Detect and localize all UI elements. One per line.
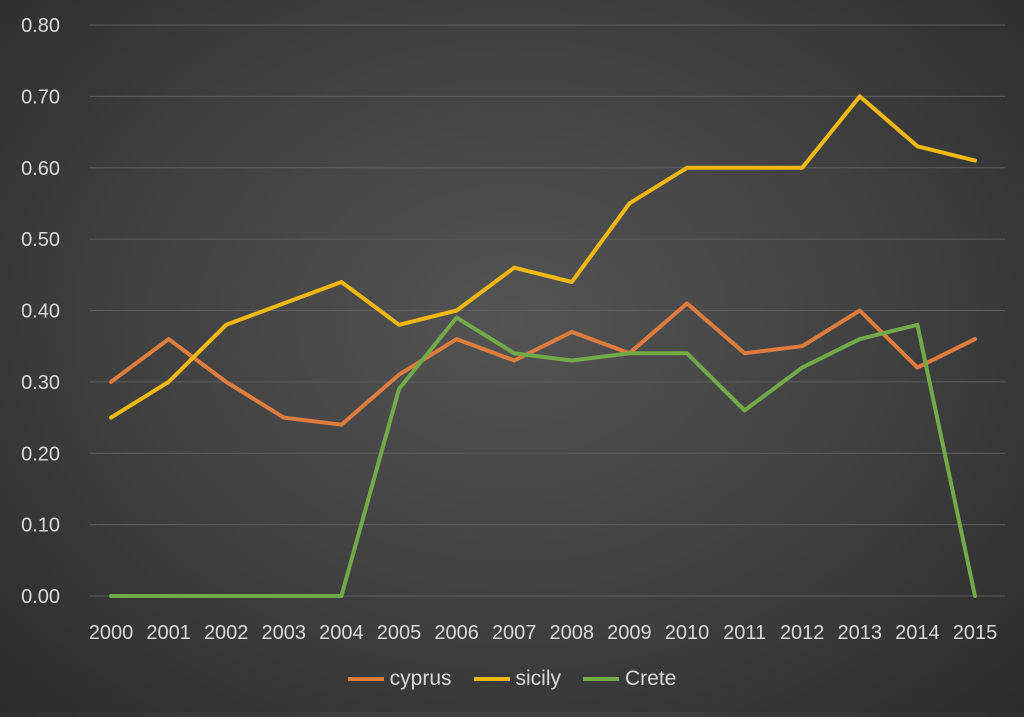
legend-label: cyprus	[390, 667, 452, 691]
legend-swatch	[348, 677, 384, 681]
series-crete	[111, 318, 975, 596]
series-line	[111, 96, 975, 417]
x-tick-label: 2000	[89, 622, 134, 644]
series-sicily	[111, 96, 975, 417]
x-tick-label: 2003	[262, 622, 307, 644]
y-tick-label: 0.40	[21, 301, 60, 323]
series-line	[111, 318, 975, 596]
legend: cyprus sicily Crete	[0, 662, 1024, 696]
x-tick-label: 2013	[838, 622, 883, 644]
y-tick-label: 0.20	[21, 443, 60, 465]
legend-label: Crete	[625, 667, 676, 691]
legend-label: sicily	[516, 667, 562, 691]
y-tick-label: 0.80	[21, 15, 60, 37]
x-tick-label: 2015	[953, 622, 998, 644]
legend-item-cyprus: cyprus	[348, 667, 452, 691]
y-tick-label: 0.50	[21, 229, 60, 251]
series-lines	[111, 96, 975, 596]
legend-swatch	[583, 677, 619, 681]
y-tick-label: 0.00	[21, 586, 60, 608]
y-tick-label: 0.60	[21, 158, 60, 180]
series-line	[111, 303, 975, 424]
legend-swatch	[474, 677, 510, 681]
x-tick-label: 2008	[550, 622, 595, 644]
legend-item-sicily: sicily	[474, 667, 562, 691]
x-tick-label: 2012	[780, 622, 825, 644]
gridlines	[90, 25, 1005, 596]
x-tick-label: 2011	[723, 622, 766, 644]
x-tick-label: 2014	[895, 622, 940, 644]
y-axis-ticks: 0.00 0.10 0.20 0.30 0.40 0.50 0.60 0.70 0.80	[21, 15, 60, 608]
x-tick-label: 2007	[492, 622, 537, 644]
y-tick-label: 0.30	[21, 372, 60, 394]
legend-item-crete: Crete	[583, 667, 676, 691]
x-tick-label: 2009	[607, 622, 652, 644]
x-tick-label: 2006	[434, 622, 479, 644]
x-axis-ticks: 2000 2001 2002 2003 2004 2005 2006 2007 2008 2009…	[89, 622, 998, 644]
x-tick-label: 2005	[377, 622, 422, 644]
x-tick-label: 2004	[319, 622, 364, 644]
x-tick-label: 2002	[204, 622, 249, 644]
x-tick-label: 2010	[665, 622, 710, 644]
x-tick-label: 2001	[146, 622, 191, 644]
y-tick-label: 0.10	[21, 515, 60, 537]
y-tick-label: 0.70	[21, 86, 60, 108]
